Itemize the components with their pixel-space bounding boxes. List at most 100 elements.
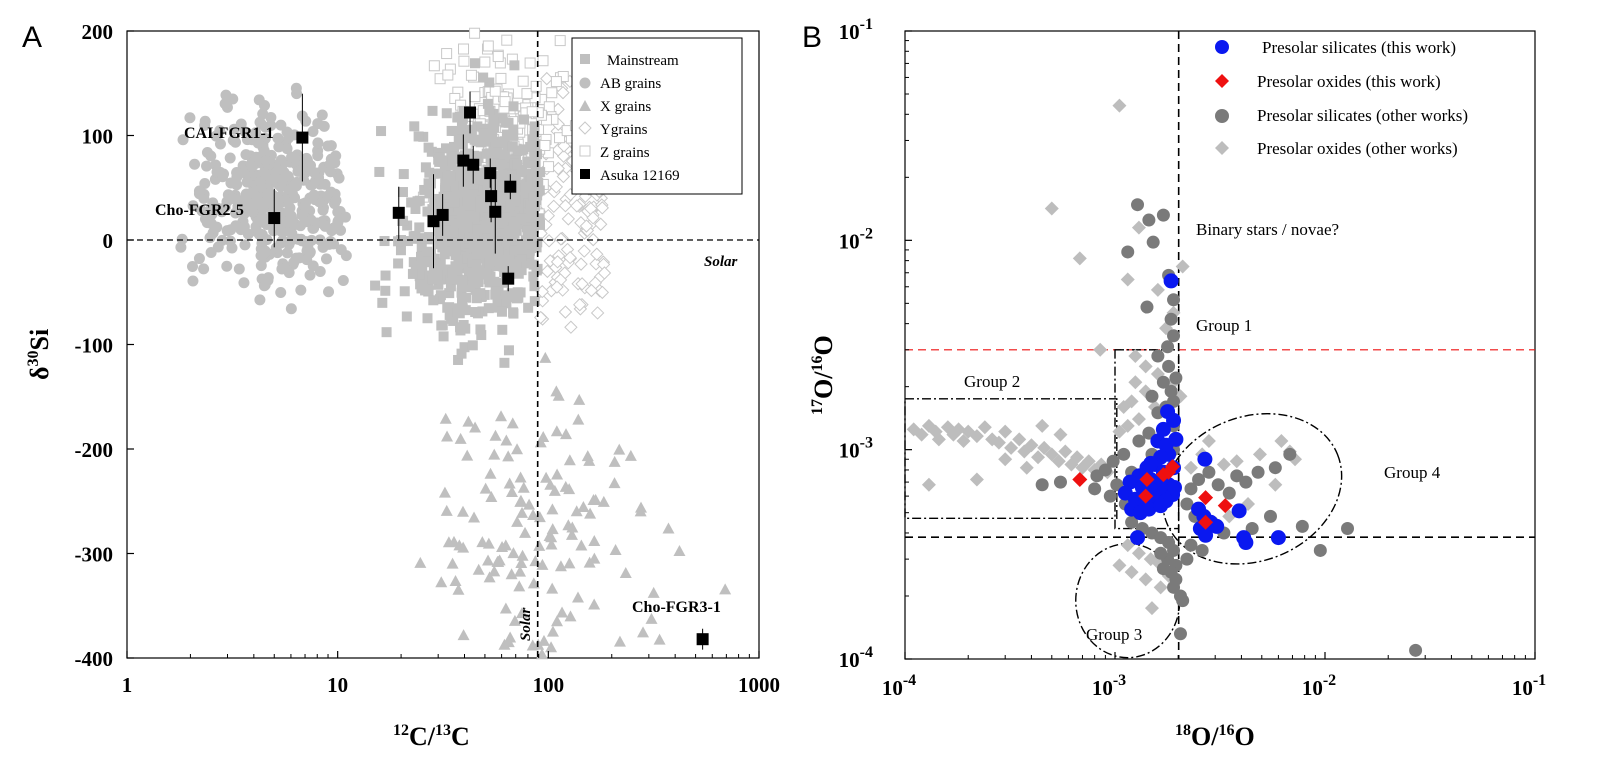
ab-grain-point [194, 185, 206, 197]
ab-grain-point [337, 274, 349, 286]
x-grain-point [552, 389, 565, 401]
mainstream-grain-point [470, 174, 481, 185]
panel-b-x-tick-label: 10-4 [882, 672, 916, 700]
mainstream-grain-point [508, 308, 519, 319]
mainstream-grain-point [528, 271, 539, 282]
mainstream-grain-point [406, 197, 417, 208]
solar-label-horizontal: Solar [704, 254, 738, 270]
silicate-other-works-point [1167, 293, 1181, 307]
mainstream-grain-point [462, 202, 473, 213]
silicate-other-works-point [1142, 213, 1156, 227]
y-grain-point [554, 232, 568, 246]
silicate-other-works-point [1053, 475, 1067, 489]
panel-a-legend-box [571, 37, 743, 195]
mainstream-grain-point [478, 72, 489, 83]
ab-grain-point [230, 136, 242, 148]
mainstream-grain-point [497, 113, 508, 124]
mainstream-grain-point [442, 171, 453, 182]
silicate-other-works-point [1103, 489, 1117, 503]
mainstream-grain-point [466, 124, 477, 135]
z-grain-point [458, 43, 470, 55]
silicate-other-works-point [1156, 562, 1170, 576]
silicate-other-works-point [1156, 208, 1170, 222]
mainstream-grain-point [471, 251, 482, 262]
mainstream-grain-point [463, 149, 474, 160]
x-grain-point [461, 449, 474, 461]
mainstream-grain-point [423, 142, 434, 153]
mainstream-grain-point [419, 184, 430, 195]
mainstream-grain-point [471, 259, 482, 270]
silicate-other-works-point [1164, 384, 1178, 398]
mainstream-grain-point [475, 288, 486, 299]
asuka-12169-point [392, 206, 405, 219]
mainstream-grain-point [490, 138, 501, 149]
mainstream-grain-point [506, 288, 517, 299]
x-grain-point [483, 571, 496, 583]
mainstream-grain-point [508, 174, 519, 185]
oxide-other-works-point [1051, 454, 1066, 469]
ab-grain-point [224, 235, 236, 247]
ab-grain-point [308, 189, 320, 201]
silicate-this-work-point [1166, 479, 1182, 495]
x-grain-point [550, 425, 563, 437]
panel-b-data-marks [906, 98, 1423, 657]
mainstream-grain-point [425, 178, 436, 189]
mainstream-grain-point [503, 345, 514, 356]
legend-ab-grains: AB grains [600, 76, 661, 92]
mainstream-grain-point [481, 265, 492, 276]
ab-grain-point [199, 115, 211, 127]
mainstream-grain-point [491, 236, 502, 247]
mainstream-grain-point [453, 354, 464, 365]
x-grain-point [523, 498, 536, 510]
legend-ab-marker [579, 77, 591, 89]
oxide-other-works-point [1128, 375, 1143, 390]
mainstream-grain-point [517, 165, 528, 176]
mainstream-grain-point [486, 231, 497, 242]
mainstream-grain-point [484, 242, 495, 253]
mainstream-grain-point [450, 265, 461, 276]
ab-grain-point [239, 239, 251, 251]
oxide-other-works-point [1112, 424, 1127, 439]
mainstream-grain-point [452, 274, 463, 285]
silicate-other-works-point [1146, 235, 1160, 249]
mainstream-grain-point [534, 185, 545, 196]
x-grain-point [619, 567, 632, 579]
x-grain-point [545, 641, 558, 653]
y-grain-point [595, 201, 609, 215]
x-grain-point [446, 557, 459, 569]
mainstream-grain-point [481, 148, 492, 159]
mainstream-grain-point [488, 174, 499, 185]
ab-grain-point [221, 225, 233, 237]
mainstream-grain-point [496, 215, 507, 226]
y-grain-point [561, 212, 576, 226]
legend-asuka-marker [580, 169, 590, 179]
group-4-region [1162, 413, 1343, 565]
oxide-other-works-point [1116, 399, 1131, 414]
mainstream-grain-point [523, 207, 534, 218]
x-grain-point [482, 554, 495, 566]
silicate-other-works-point [1211, 478, 1225, 492]
ab-grain-point [227, 193, 239, 205]
mainstream-grain-point [458, 180, 469, 191]
mainstream-grain-point [438, 331, 449, 342]
mainstream-grain-point [443, 156, 454, 167]
x-grain-point [441, 430, 454, 442]
silicate-this-work-point [1143, 455, 1159, 471]
x-grain-point [537, 430, 550, 442]
z-grain-point [441, 48, 453, 60]
y-grain-point [586, 232, 600, 247]
mainstream-grain-point [528, 191, 539, 202]
silicate-other-works-point [1295, 519, 1309, 533]
oxide-other-works-point [1201, 434, 1216, 449]
mainstream-grain-point [484, 258, 495, 269]
mainstream-grain-point [500, 238, 511, 249]
x-grain-point [560, 428, 573, 440]
z-grain-point [489, 85, 501, 97]
x-grain-point [505, 485, 518, 497]
mainstream-grain-point [432, 270, 443, 281]
mainstream-grain-point [456, 348, 467, 359]
mainstream-grain-point [522, 156, 533, 167]
mainstream-grain-point [480, 136, 491, 147]
mainstream-grain-point [501, 129, 512, 140]
mainstream-grain-point [500, 196, 511, 207]
